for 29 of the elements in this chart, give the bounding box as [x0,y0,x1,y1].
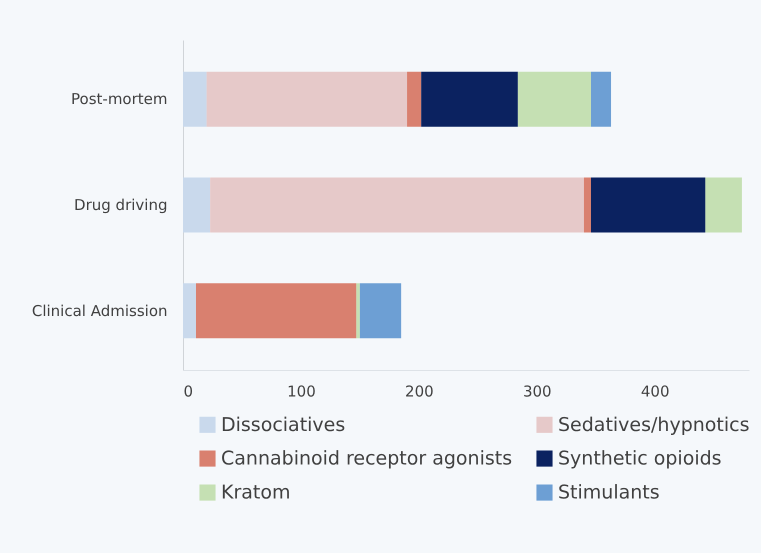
legend-label: Cannabinoid receptor agonists [221,448,512,470]
bar [206,72,408,127]
bar [356,283,360,338]
bar [584,178,591,232]
bar [705,178,742,232]
bar [183,178,210,232]
legend-label: Sedatives/hypnotics [558,414,750,436]
bar [360,283,402,338]
bar [421,72,518,127]
x-tick-label: 300 [522,382,552,400]
legend-label: Synthetic opioids [558,448,722,470]
x-tick-label: 200 [405,382,434,400]
bar [210,178,584,232]
bar [590,178,706,232]
legend-label: Dissociatives [221,414,346,436]
bar [196,283,356,338]
bar [183,283,196,338]
y-tick-label: Post-mortem [71,90,168,108]
y-tick-label: Clinical Admission [32,302,168,320]
x-tick-label: 0 [184,382,194,400]
bar [590,72,612,127]
x-tick-label: 400 [640,382,670,400]
bar [518,72,591,127]
legend-label: Stimulants [558,482,660,504]
bar [407,72,422,127]
x-tick-label: 100 [287,382,316,400]
bar [183,72,207,127]
legend-label: Kratom [221,482,290,504]
y-tick-label: Drug driving [74,196,168,214]
